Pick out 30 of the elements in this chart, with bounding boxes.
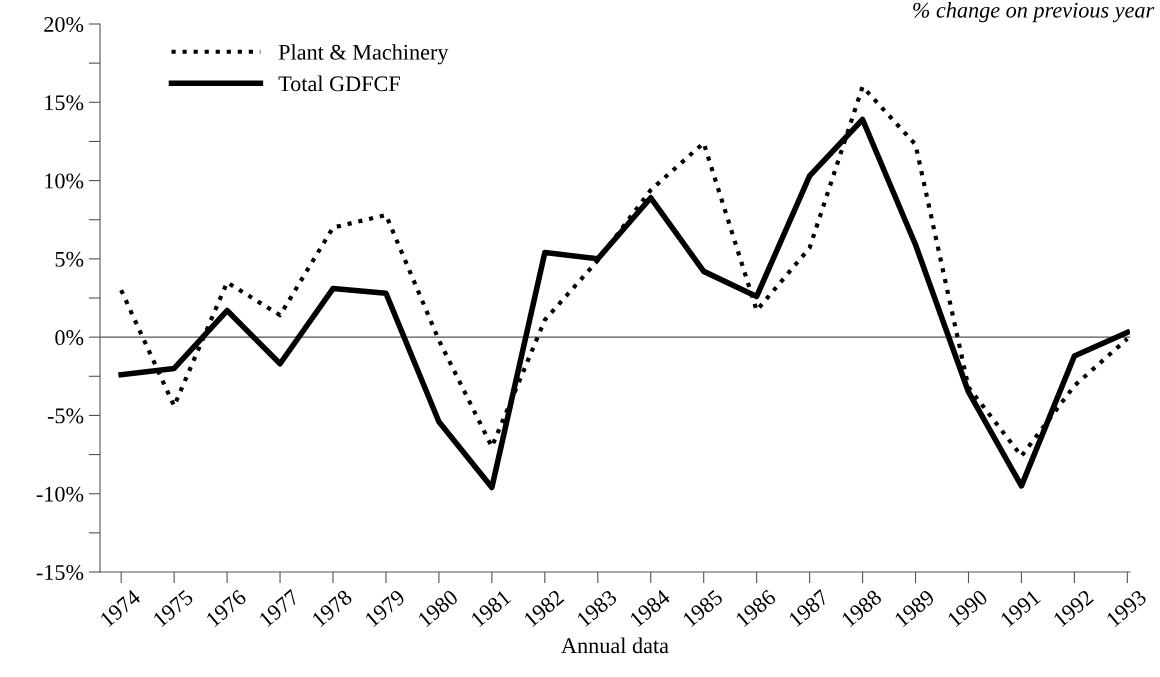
legend-label: Total GDFCF bbox=[278, 75, 400, 92]
x-tick-label: 1991 bbox=[999, 589, 1042, 628]
y-tick-label: 10% bbox=[45, 173, 84, 189]
x-tick-label: 1980 bbox=[417, 589, 459, 628]
chart-subtitle: % change on previous year bbox=[913, 2, 1155, 23]
x-tick-label: 1984 bbox=[629, 588, 672, 628]
legend-label: Plant & Machinery bbox=[278, 44, 449, 65]
x-tick-label: 1979 bbox=[364, 589, 406, 628]
x-tick-label: 1990 bbox=[946, 589, 989, 628]
x-tick-label: 1978 bbox=[311, 589, 353, 628]
x-axis-title: Annual data bbox=[561, 637, 669, 654]
x-tick-label: 1992 bbox=[1052, 589, 1095, 628]
x-tick-label: 1985 bbox=[682, 589, 724, 628]
y-tick-label: 0% bbox=[55, 330, 84, 346]
y-tick-label: -10% bbox=[36, 486, 84, 502]
x-tick-label: 1993 bbox=[1105, 589, 1148, 628]
x-tick-label: 1988 bbox=[840, 589, 883, 628]
y-tick-label: -5% bbox=[47, 408, 84, 424]
y-tick-label: 5% bbox=[55, 251, 84, 267]
x-tick-label: 1975 bbox=[152, 589, 195, 628]
x-tick-label: 1981 bbox=[470, 589, 512, 628]
x-tick-label: 1989 bbox=[893, 589, 936, 628]
y-tick-label: -15% bbox=[36, 564, 84, 580]
y-tick-label: 15% bbox=[45, 95, 84, 111]
x-tick-label: 1976 bbox=[205, 588, 248, 628]
x-tick-label: 1974 bbox=[99, 588, 142, 628]
x-tick-label: 1986 bbox=[735, 588, 777, 628]
x-tick-label: 1983 bbox=[576, 589, 618, 628]
x-tick-label: 1982 bbox=[523, 589, 565, 628]
y-tick-label: 20% bbox=[44, 16, 84, 32]
